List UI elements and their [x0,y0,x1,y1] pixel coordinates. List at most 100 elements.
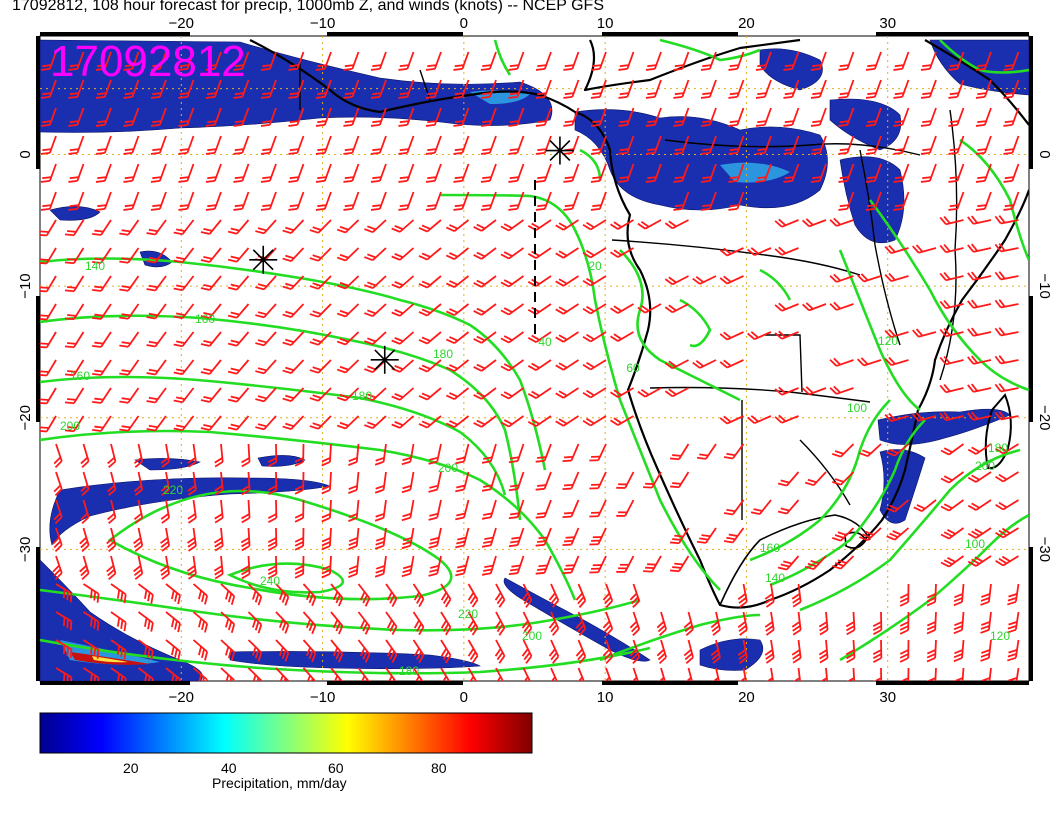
wind-barb [926,583,937,607]
wind-barb [535,79,552,99]
wind-barb [582,331,607,343]
wind-barb [288,107,305,127]
wind-barb [425,135,442,155]
contour-label: 160 [195,312,215,326]
wind-barb [590,51,607,71]
wind-barb [343,79,360,99]
wind-barb [948,79,965,99]
wind-barb [589,527,607,546]
wind-barb [92,387,112,404]
wind-barb [374,443,387,466]
wind-barb [535,527,552,547]
wind-barb [220,667,236,681]
wind-barb [1003,79,1020,99]
wind-barb [214,471,224,496]
wind-barb [865,191,882,211]
wind-barb [700,79,717,99]
wind-barb [629,611,641,637]
wind-barb [294,527,305,551]
wind-barb [391,415,415,429]
contour-label: 180 [399,664,419,678]
wind-barb [609,247,634,258]
wind-barb [967,271,992,281]
wind-barb [391,219,415,233]
wind-barb [315,163,332,183]
wind-barb [260,79,277,99]
wind-barb [508,443,525,464]
wind-barb [418,387,442,401]
wind-barb [173,219,195,236]
wind-barb [309,303,332,318]
wind-barb [643,471,662,489]
wind-barb [336,331,360,346]
wind-barb [227,359,250,375]
wind-barb [719,415,744,425]
wind-barb [440,667,452,681]
wind-barb [645,107,662,127]
wind-barb [119,275,140,292]
wind-barb [555,247,579,259]
wind-barb [418,303,442,317]
wind-barb [696,443,717,460]
wind-barbs [40,51,1020,681]
wind-barb [747,247,772,256]
wind-barb [165,611,181,633]
wind-barb [398,191,415,211]
wind-barb [939,299,964,310]
wind-barb [453,79,470,99]
wind-barb [582,303,607,315]
wind-barb [859,443,882,458]
contour-label: 120 [878,334,898,348]
wind-barb [500,415,525,428]
wind-barb [92,331,112,348]
contour-label: 100 [847,401,867,415]
wind-barb [783,135,800,155]
contour-label: 180 [433,347,453,361]
wind-barb [637,387,662,398]
wind-barb [370,51,387,71]
wind-barb [55,667,73,681]
wind-barb [241,471,251,496]
contour-label: 180 [988,441,1008,455]
contour-label: 20 [588,259,602,273]
wind-barb [398,107,415,127]
wind-barb [940,471,965,484]
wind-barb [173,331,195,348]
wind-barb [418,275,442,289]
wind-barb [385,639,398,663]
wind-barb [80,443,90,469]
colorbar-label: Precipitation, mm/day [212,775,347,791]
wind-barb [884,328,909,339]
wind-barb [948,191,965,211]
wind-barb [939,327,964,338]
contour-labels: 140 160 160 180 180 200 200 220 240 220 200 180 100 1… [60,259,1010,678]
lon-label-top: −10 [310,15,335,32]
wind-barb [829,301,854,311]
wind-barb [348,527,360,550]
wind-barb [673,135,690,155]
wind-barb [107,443,117,468]
wind-barb [535,51,552,71]
wind-barb [255,303,277,319]
wind-barb [728,191,745,211]
wind-barb [282,219,305,234]
wind-barb [309,415,332,430]
wind-barb [948,51,965,71]
wind-barb [133,499,144,524]
wind-barb [282,415,305,430]
wind-barb [133,443,144,468]
contour-label: 220 [163,483,183,497]
wind-barb [315,51,332,71]
wind-barb [791,639,802,664]
wind-barb [445,275,470,289]
wind-barb [953,639,965,663]
wind-barb [562,499,580,518]
lat-label-left: 0 [17,150,34,158]
wind-barb [747,415,772,424]
wind-barb [481,527,497,548]
wind-barb [1003,51,1020,71]
wind-barb [872,611,883,635]
wind-barb [948,135,965,155]
wind-barb [330,611,344,635]
wind-barb [555,331,579,343]
